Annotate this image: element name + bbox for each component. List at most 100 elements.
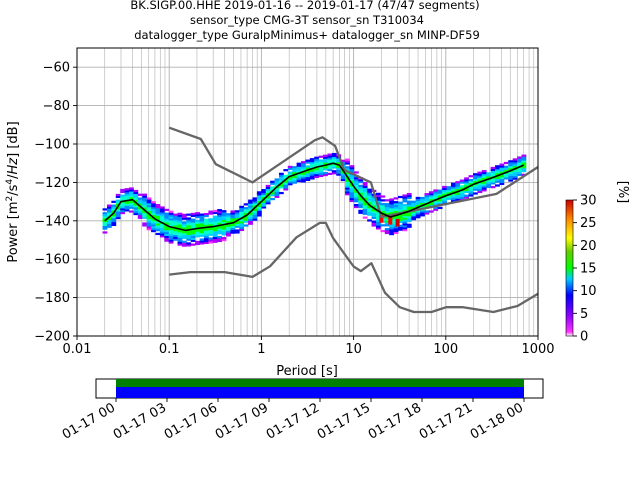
histogram-cell	[146, 220, 152, 223]
histogram-cell	[234, 214, 240, 217]
histogram-cell	[115, 209, 121, 212]
histogram-cell	[318, 170, 324, 174]
histogram-cell	[124, 209, 130, 212]
histogram-cell	[203, 234, 209, 237]
histogram-cell	[428, 198, 434, 202]
histogram-cell	[226, 213, 231, 216]
histogram-cell	[159, 223, 165, 226]
histogram-cell	[239, 221, 245, 224]
histogram-cell	[203, 218, 209, 221]
histogram-cell	[181, 223, 187, 226]
histogram-cell	[508, 173, 514, 176]
histogram-cell	[252, 214, 258, 217]
histogram-cell	[203, 232, 209, 235]
histogram-cell	[115, 199, 121, 202]
histogram-cell	[464, 177, 469, 180]
histogram-cell	[155, 213, 161, 216]
histogram-cell	[256, 212, 262, 215]
histogram-cell	[375, 211, 381, 215]
histogram-cell	[512, 158, 518, 161]
histogram-cell	[420, 202, 425, 205]
histogram-cell	[164, 229, 170, 233]
histogram-cell	[402, 221, 408, 224]
histogram-cell	[323, 156, 328, 159]
y-tick-label: −60	[43, 61, 70, 76]
histogram-cell	[468, 175, 474, 178]
histogram-cell	[362, 191, 368, 194]
histogram-cell	[164, 227, 170, 231]
y-tick-label: −80	[43, 99, 70, 114]
histogram-cell	[424, 193, 430, 196]
histogram-cell	[499, 165, 505, 168]
histogram-cell	[226, 226, 231, 229]
histogram-cell	[367, 219, 372, 222]
histogram-cell	[503, 165, 509, 168]
histogram-cell	[309, 173, 315, 176]
histogram-cell	[177, 226, 183, 229]
histogram-cell	[442, 201, 447, 204]
histogram-cell	[164, 239, 170, 242]
histogram-cell	[362, 203, 368, 206]
histogram-cell	[190, 235, 196, 239]
histogram-cell	[327, 165, 333, 168]
histogram-cell	[442, 191, 447, 194]
histogram-cell	[512, 162, 518, 165]
histogram-cell	[226, 224, 231, 227]
histogram-cell	[358, 204, 364, 207]
histogram-cell	[146, 226, 152, 229]
histogram-cell	[120, 196, 126, 199]
histogram-cell	[353, 182, 359, 186]
histogram-cell	[389, 211, 395, 215]
histogram-cell	[239, 207, 245, 210]
y-tick-label: −160	[34, 253, 70, 268]
histogram-cell	[137, 201, 143, 204]
histogram-cell	[129, 193, 134, 196]
histogram-cell	[265, 186, 271, 190]
histogram-cell	[190, 222, 196, 225]
histogram-cell	[243, 224, 249, 227]
histogram-cell	[221, 233, 227, 236]
histogram-cell	[323, 162, 328, 165]
histogram-cell	[181, 244, 187, 247]
histogram-cell	[314, 173, 320, 177]
histogram-cell	[256, 210, 262, 213]
histogram-cell	[517, 158, 522, 161]
histogram-cell	[164, 208, 170, 212]
histogram-cell	[384, 204, 390, 208]
histogram-cell	[212, 211, 218, 215]
histogram-cell	[106, 223, 112, 226]
histogram-cell	[181, 217, 187, 220]
histogram-cell	[296, 164, 302, 167]
coverage-tick-label: 01-18 00	[468, 400, 526, 442]
histogram-cell	[199, 215, 205, 218]
histogram-cell	[212, 238, 218, 241]
histogram-cell	[371, 222, 377, 225]
histogram-cell	[437, 206, 443, 210]
histogram-cell	[301, 163, 306, 166]
histogram-cell	[226, 220, 231, 224]
histogram-cell	[151, 204, 156, 208]
histogram-cell	[433, 206, 439, 209]
histogram-cell	[420, 214, 425, 217]
histogram-cell	[415, 202, 421, 205]
histogram-cell	[199, 223, 205, 226]
histogram-cell	[186, 238, 192, 241]
colorbar-tick-label: 25	[580, 216, 597, 231]
histogram-cell	[437, 189, 443, 192]
histogram-cell	[406, 206, 412, 209]
histogram-cell	[406, 204, 412, 207]
histogram-cell	[278, 186, 284, 189]
histogram-cell	[190, 220, 196, 223]
title-line-2: sensor_type CMG-3T sensor_sn T310034	[190, 13, 424, 27]
histogram-cell	[384, 220, 390, 223]
histogram-cell	[168, 224, 174, 227]
histogram-cell	[243, 209, 249, 212]
histogram-cell	[115, 213, 121, 216]
histogram-cell	[345, 183, 350, 186]
histogram-cell	[402, 209, 408, 213]
histogram-cell	[459, 192, 465, 196]
histogram-cell	[486, 180, 492, 183]
colorbar-label: [%]	[615, 181, 630, 204]
histogram-cell	[393, 204, 399, 208]
histogram-cell	[261, 204, 267, 207]
